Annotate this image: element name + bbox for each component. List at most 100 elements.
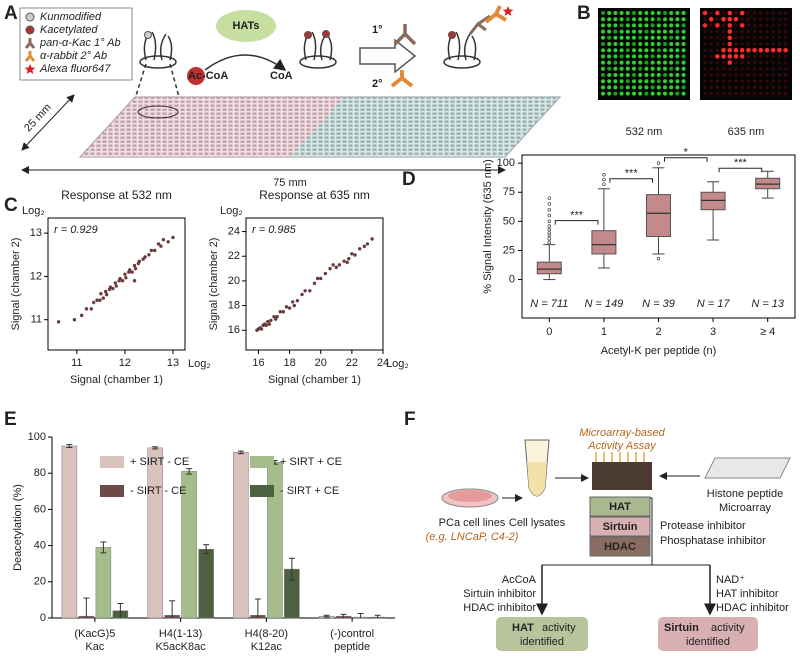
spot: [625, 17, 630, 22]
cells-example: (e.g. LNCaP, C4-2): [426, 531, 519, 543]
spot: [709, 48, 713, 52]
spot: [709, 92, 713, 96]
spot: [669, 48, 674, 53]
y-unit: Log₂: [22, 205, 45, 217]
spot: [746, 61, 751, 65]
spot: [675, 54, 680, 59]
panel-label: A: [4, 3, 18, 24]
sirtuin-box: [589, 516, 651, 537]
spot: [656, 35, 661, 40]
spot: [734, 67, 738, 71]
spot: [601, 23, 605, 28]
spot: [663, 29, 667, 34]
point: [269, 318, 273, 323]
spot: [638, 54, 643, 59]
point: [101, 296, 105, 300]
spot: [669, 35, 674, 40]
spot: [722, 42, 726, 46]
spot: [709, 85, 713, 89]
spot: [613, 54, 618, 59]
wavelength-label: 532 nm: [626, 126, 663, 138]
spot: [703, 85, 707, 89]
spot: [753, 30, 757, 34]
hat-box: [589, 496, 651, 517]
point: [104, 292, 109, 297]
spot: [638, 48, 643, 53]
outlier: [547, 227, 552, 232]
spot: [669, 11, 674, 15]
spot: [613, 73, 618, 77]
legend-swatch: [100, 485, 124, 497]
bar: [198, 548, 214, 619]
bound-secondary: [484, 5, 508, 24]
spot: [675, 35, 680, 40]
point: [281, 310, 286, 314]
spot: [601, 48, 605, 53]
spot: [607, 17, 612, 22]
y-axis-label: Signal (chamber 2): [10, 238, 22, 331]
spot: [753, 67, 757, 71]
spot: [663, 35, 667, 40]
spot: [771, 30, 775, 34]
spot: [650, 23, 655, 28]
spot: [746, 67, 751, 71]
spot: [613, 91, 618, 96]
point: [120, 279, 125, 283]
spot: [632, 11, 636, 15]
lysate: [527, 462, 547, 496]
y-tick-label: 100: [28, 431, 46, 443]
point: [147, 253, 151, 257]
hats-label: HATs: [232, 20, 259, 32]
spot: [708, 16, 714, 22]
spot: [650, 79, 655, 84]
spot: [709, 42, 713, 46]
x-tick-label: 0: [546, 326, 552, 338]
spot: [728, 67, 732, 71]
spot: [722, 73, 726, 77]
panel-label: B: [577, 3, 591, 24]
spot: [753, 23, 757, 27]
spot: [601, 17, 605, 22]
step-arrow: [359, 38, 417, 74]
spot: [619, 66, 624, 71]
spot: [613, 42, 618, 46]
point: [267, 322, 272, 326]
outlier: [547, 196, 552, 200]
spot: [644, 73, 649, 77]
spot: [765, 23, 769, 27]
slide-label: Histone peptide: [707, 488, 783, 500]
point: [153, 248, 157, 253]
spot: [613, 29, 618, 34]
spot: [681, 85, 686, 90]
spot: [765, 17, 769, 21]
x-tick-label: ≥ 4: [760, 326, 775, 338]
spot: [771, 73, 775, 77]
point: [149, 248, 154, 253]
spot: [703, 92, 707, 96]
spot: [727, 47, 733, 53]
outcome-enzyme: Sirtuin: [664, 622, 699, 634]
spot: [759, 36, 763, 40]
spot: [675, 48, 680, 53]
spot: [675, 79, 680, 84]
spot: [650, 91, 655, 96]
point: [345, 260, 349, 265]
x-tick-label: 20: [315, 357, 327, 369]
primary-icon: [393, 24, 417, 46]
spot: [632, 54, 636, 59]
spot: [771, 79, 775, 83]
spot: [709, 36, 713, 40]
spot: [771, 92, 775, 96]
spot: [675, 23, 680, 28]
spot: [650, 54, 655, 59]
spot: [681, 54, 686, 59]
spot: [746, 54, 751, 59]
spot: [721, 47, 726, 53]
point: [287, 306, 292, 310]
point: [303, 289, 307, 293]
spot: [663, 73, 667, 77]
spot: [681, 60, 686, 65]
spot: [784, 36, 788, 40]
spot: [740, 67, 744, 71]
